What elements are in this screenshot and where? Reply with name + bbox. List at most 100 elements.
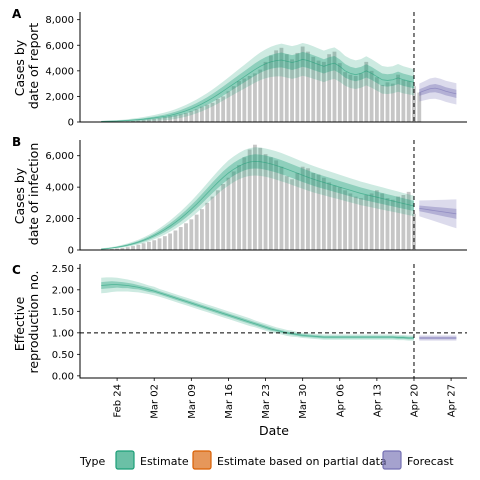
- panel-a-bar: [337, 63, 342, 122]
- x-tick-label: Mar 30: [298, 384, 309, 419]
- panel-a-bar: [194, 109, 199, 122]
- panel-c-estimate-median: [101, 284, 414, 339]
- x-tick-label: Apr 20: [409, 384, 420, 417]
- x-tick-label: Apr 06: [335, 384, 346, 417]
- panel-a-bar: [406, 81, 411, 122]
- panel-b-ylabel-line2: date of infection: [26, 143, 41, 245]
- panel-a-ytick-label: 4,000: [45, 66, 74, 77]
- x-tick-label: Mar 09: [187, 384, 198, 419]
- panel-a-bar: [311, 56, 316, 122]
- panel-a-bar: [263, 61, 268, 122]
- panel-b-bar: [364, 195, 369, 250]
- panel-a-bar: [290, 59, 294, 122]
- panel-b-estimate-median: [101, 160, 415, 250]
- panel-a-bar: [247, 75, 252, 122]
- panel-c-ytick-label: 1.50: [52, 307, 74, 318]
- panel-b-bar: [157, 238, 162, 250]
- panel-a-bar: [184, 113, 188, 122]
- panel-b-bar: [173, 230, 178, 250]
- panel-a-forecast-median: [419, 87, 457, 95]
- panel-c-axes: [79, 264, 467, 379]
- panel-a-bar: [258, 69, 263, 122]
- panel-a-bar: [353, 75, 358, 122]
- panel-a-bar: [274, 50, 279, 123]
- panel-a-bar: [390, 83, 395, 122]
- panel-a-bar: [306, 51, 310, 122]
- legend-swatch-partial: [192, 450, 212, 470]
- panel-b-bar: [147, 241, 151, 250]
- panel-b-bands: [101, 147, 457, 250]
- panel-a-bar: [242, 78, 247, 122]
- panel-a-bar: [295, 52, 300, 122]
- panel-b-bar: [300, 166, 305, 250]
- panel-b-ytick-label: 0: [68, 246, 74, 257]
- panel-a-bar: [215, 98, 220, 122]
- panel-a-bar: [332, 51, 337, 122]
- panel-b-bar: [406, 191, 411, 250]
- panel-b-bar: [279, 166, 284, 250]
- panel-b-bar: [226, 177, 231, 250]
- panel-a-bar: [253, 73, 257, 122]
- panel-b-bar: [311, 173, 316, 250]
- panel-b-ylabel-line1: Cases by: [12, 167, 27, 224]
- panel-b-bar: [284, 176, 289, 250]
- panel-c-ytick-label: 1.00: [52, 328, 74, 339]
- panel-a-bar: [284, 54, 289, 122]
- panel-b-bar: [327, 182, 332, 250]
- panel-b-bar: [274, 160, 279, 250]
- panel-b-bar: [316, 174, 321, 250]
- panel-a-bar: [359, 73, 363, 122]
- panel-b-ytick-label: 4,000: [45, 183, 74, 194]
- panel-b-bar: [205, 202, 210, 250]
- panel-a-bar: [396, 74, 400, 122]
- panel-a-bar: [189, 111, 194, 122]
- panel-b-bar: [401, 195, 406, 250]
- panel-a-bars: [99, 46, 422, 123]
- panel-a-bar: [147, 119, 151, 122]
- panel-a-bar: [200, 106, 204, 122]
- panel-a-bar: [279, 47, 284, 123]
- panel-b-bar: [253, 144, 257, 250]
- x-tick-label: Apr 13: [372, 384, 383, 417]
- panel-c-estimate-outer-band: [101, 277, 414, 341]
- panel-c-ylabel-line1: Effective: [12, 296, 27, 351]
- panel-a-ytick-label: 6,000: [45, 41, 74, 52]
- x-tick-label: Mar 02: [150, 384, 161, 419]
- x-tick-label: Mar 16: [224, 384, 235, 419]
- panel-a-bar: [237, 81, 241, 122]
- panel-a-bar: [157, 118, 162, 122]
- panel-c: C Effective reproduction no. 0.00 0.50 1.0…: [12, 263, 467, 382]
- panel-a-bar: [136, 120, 141, 122]
- panel-a-tag: A: [12, 7, 22, 21]
- legend-label-forecast: Forecast: [407, 455, 454, 468]
- legend-swatch-estimate: [115, 450, 135, 470]
- panel-b-forecast-outer-band: [419, 199, 457, 229]
- panel-b-bar: [337, 187, 342, 250]
- panel-c-estimate-inner-band: [101, 281, 414, 340]
- panel-b-bar: [120, 247, 125, 250]
- panel-a-bar: [205, 104, 210, 122]
- panel-b-bar: [258, 147, 263, 250]
- panel-a-estimate-outer-band: [101, 42, 414, 122]
- panel-a-bar: [321, 61, 326, 122]
- panel-a-bar: [374, 77, 379, 122]
- panel-b-bar: [189, 219, 194, 250]
- panel-c-ytick-label: 0.50: [52, 350, 74, 361]
- panel-b-bar: [231, 171, 236, 250]
- panel-b-bar: [136, 244, 141, 250]
- panel-a-ytick-label: 2,000: [45, 92, 74, 103]
- legend-label-partial: Estimate based on partial data: [217, 455, 387, 468]
- panel-b-bar: [152, 240, 157, 250]
- panel-c-bands: [101, 277, 457, 341]
- panel-b-tag: B: [12, 135, 21, 149]
- panel-a-bar: [231, 86, 236, 122]
- panel-a-y-axis: 0 2,000 4,000 6,000 8,000: [45, 15, 80, 129]
- panel-c-ytick-label: 2.00: [52, 285, 74, 296]
- panel-b-ytick-label: 6,000: [45, 151, 74, 162]
- panel-b-bar: [242, 157, 247, 250]
- panel-b-axes: [79, 140, 467, 251]
- panel-a-bar: [152, 118, 157, 122]
- panel-b-bar: [125, 247, 130, 250]
- legend-label-estimate: Estimate: [140, 455, 189, 468]
